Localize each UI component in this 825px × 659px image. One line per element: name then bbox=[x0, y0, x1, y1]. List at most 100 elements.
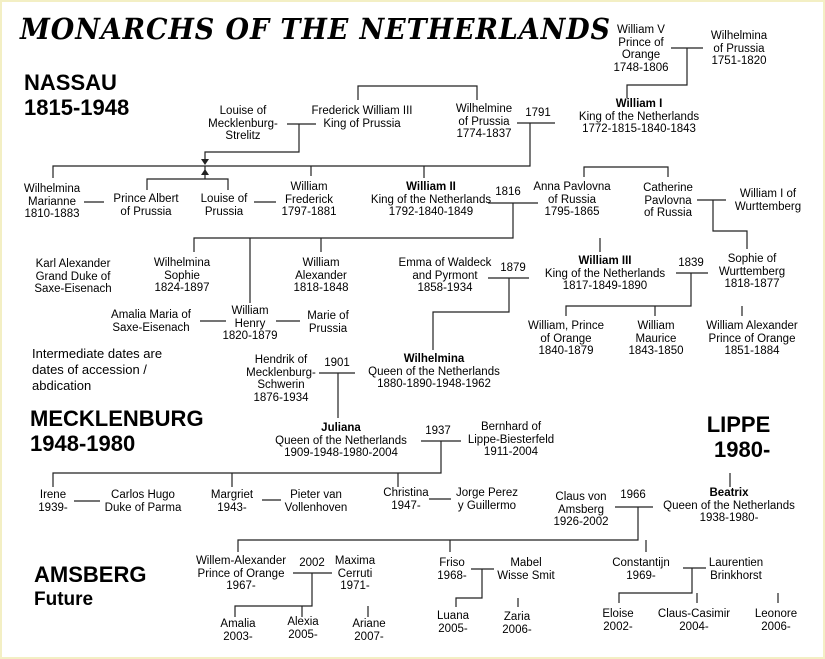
person-line: Pieter van bbox=[290, 489, 342, 501]
person-line: 1792-1840-1849 bbox=[388, 206, 474, 219]
marriage-year: 1839 bbox=[678, 257, 704, 269]
person-anna: Anna Pavlovna of Russia 1795-1865 bbox=[533, 181, 610, 219]
person-line: Queen of the Netherlands bbox=[663, 499, 795, 512]
person-line: 1751-1820 bbox=[711, 55, 767, 68]
person-line: William bbox=[290, 181, 328, 193]
monarch-name: Juliana bbox=[321, 422, 361, 434]
person-line: Maurice bbox=[635, 332, 677, 345]
person-line: Friso bbox=[439, 557, 465, 569]
person-line: Pavlovna bbox=[644, 194, 692, 207]
person-line: Wilhelmina bbox=[23, 183, 81, 195]
person-line: 2002- bbox=[603, 620, 633, 633]
person-line: King of the Netherlands bbox=[578, 110, 700, 123]
marriage-year: 1966 bbox=[620, 489, 646, 501]
person-juliana: Juliana Queen of the Netherlands 1909-1948… bbox=[275, 422, 407, 460]
person-line: 1947- bbox=[391, 499, 421, 512]
person-line: Christina bbox=[383, 487, 429, 499]
person-line: 1876-1934 bbox=[253, 391, 309, 404]
person-line: Wurttemberg bbox=[734, 200, 802, 213]
person-line: 1818-1877 bbox=[724, 278, 780, 291]
person-line: 1939- bbox=[38, 501, 68, 514]
person-wa: Willem-Alexander Prince of Orange 1967- bbox=[196, 555, 286, 593]
person-line: 1824-1897 bbox=[154, 282, 210, 295]
person-line: 1858-1934 bbox=[417, 282, 473, 295]
person-line: 1971- bbox=[340, 580, 370, 593]
person-pieter: Pieter van Vollenhoven bbox=[285, 489, 348, 514]
person-line: 2003- bbox=[223, 630, 253, 643]
person-line: Wisse Smit bbox=[497, 569, 555, 582]
person-irene: Irene 1939- bbox=[38, 489, 67, 514]
person-line: 2005- bbox=[288, 628, 318, 641]
person-line: Sophie bbox=[164, 269, 200, 282]
person-line: Grand Duke of bbox=[35, 270, 111, 283]
person-line: Catherine bbox=[643, 182, 693, 194]
person-line: 1943- bbox=[217, 501, 247, 514]
monarch-name: William II bbox=[406, 181, 456, 193]
person-line: William I of bbox=[739, 188, 797, 200]
house-lippe: LIPPE 1980- bbox=[702, 412, 771, 462]
monarch-name: Wilhelmina bbox=[403, 353, 465, 365]
person-line: of Russia bbox=[548, 193, 596, 206]
person-louisem: Louise of Mecklenburg- Strelitz bbox=[208, 105, 278, 143]
house-nassau: NASSAU 1815-1948 bbox=[24, 70, 129, 120]
marriage-year: 2002 bbox=[299, 557, 325, 569]
person-line: 1851-1884 bbox=[724, 345, 780, 358]
person-line: Prussia bbox=[308, 322, 348, 335]
person-line: 1911-2004 bbox=[483, 446, 539, 459]
person-line: King of Prussia bbox=[323, 117, 401, 130]
person-line: Wilhelmine bbox=[455, 103, 513, 115]
person-line: Amalia bbox=[220, 618, 256, 630]
dates-note: Intermediate dates are dates of accessio… bbox=[32, 346, 162, 394]
person-line: 1774-1837 bbox=[456, 128, 512, 141]
person-line: Louise of bbox=[219, 105, 267, 117]
person-line: Ariane bbox=[352, 618, 386, 630]
house-name: MECKLENBURG bbox=[30, 406, 204, 431]
person-w1wurt: William I of Wurttemberg bbox=[735, 188, 801, 213]
person-line: Bernhard of bbox=[480, 421, 542, 433]
person-line: Frederick William III bbox=[311, 105, 413, 117]
person-hendrik: Hendrik of Mecklenburg- Schwerin 1876-1934 bbox=[246, 354, 316, 404]
person-eloise: Eloise 2002- bbox=[602, 608, 633, 633]
monarch-name: William I bbox=[615, 98, 663, 110]
person-wpo: William, Prince of Orange 1840-1879 bbox=[528, 320, 604, 358]
person-margriet: Margriet 1943- bbox=[211, 489, 253, 514]
person-fw3: Frederick William III King of Prussia bbox=[312, 105, 413, 130]
marriage-year: 1937 bbox=[425, 425, 451, 437]
person-line: 1797-1881 bbox=[281, 206, 337, 219]
person-alexia: Alexia 2005- bbox=[287, 616, 318, 641]
person-line: 1967- bbox=[226, 580, 256, 593]
person-jorge: Jorge Perez y Guillermo bbox=[456, 487, 518, 512]
person-amaliam: Amalia Maria of Saxe-Eisenach bbox=[111, 309, 191, 334]
person-line: Carlos Hugo bbox=[111, 489, 175, 501]
person-line: 1748-1806 bbox=[613, 61, 669, 74]
person-line: 1772-1815-1840-1843 bbox=[582, 123, 696, 136]
person-line: 2007- bbox=[354, 630, 384, 643]
person-line: Orange bbox=[621, 49, 661, 62]
person-bernhard: Bernhard of Lippe-Biesterfeld 1911-2004 bbox=[468, 421, 554, 459]
person-emma: Emma of Waldeck and Pyrmont 1858-1934 bbox=[399, 257, 492, 295]
person-albert: Prince Albert of Prussia bbox=[113, 193, 178, 218]
person-line: Amalia Maria of bbox=[111, 309, 191, 321]
person-line: Mecklenburg- bbox=[246, 366, 316, 379]
person-line: Luana bbox=[437, 610, 469, 622]
person-line: Lippe-Biesterfeld bbox=[467, 433, 555, 446]
house-years: Future bbox=[34, 589, 94, 610]
person-wilhelmine: Wilhelmine of Prussia 1774-1837 bbox=[456, 103, 512, 141]
person-line: Louise of bbox=[200, 193, 248, 205]
note-line: abdication bbox=[32, 378, 92, 393]
person-line: Leonore bbox=[754, 608, 798, 620]
person-w3: William III King of the Netherlands 1817-1… bbox=[545, 255, 665, 293]
person-line: 1810-1883 bbox=[24, 208, 80, 221]
marriage-year: 1816 bbox=[495, 186, 521, 198]
person-line: Margriet bbox=[210, 489, 254, 501]
person-line: Frederick bbox=[285, 193, 333, 206]
person-line: 2006- bbox=[761, 620, 791, 633]
person-wv: William V Prince of Orange 1748-1806 bbox=[614, 24, 669, 74]
person-line: Vollenhoven bbox=[284, 501, 348, 514]
person-line: Constantijn bbox=[612, 557, 670, 569]
person-line: Wilhelmina bbox=[710, 30, 768, 42]
monarch-name: Beatrix bbox=[709, 487, 749, 499]
person-line: Anna Pavlovna bbox=[533, 181, 611, 193]
person-line: of Prussia bbox=[713, 42, 765, 55]
person-line: Cerruti bbox=[337, 567, 373, 580]
